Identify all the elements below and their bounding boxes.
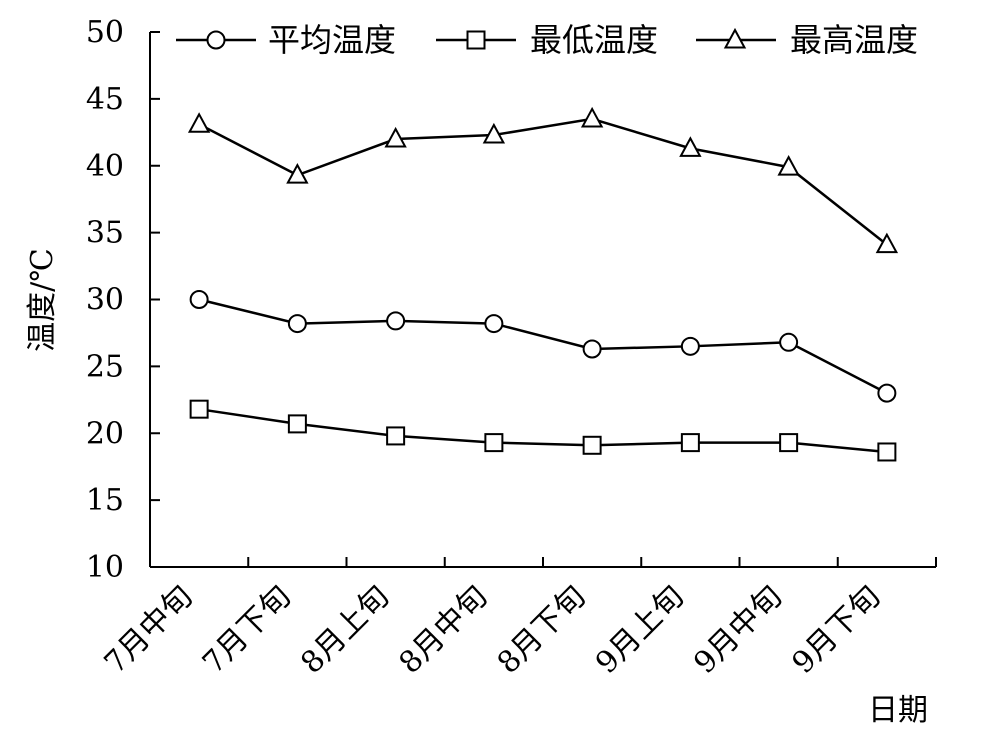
legend-item: 最低温度	[436, 21, 658, 59]
data-point	[679, 136, 702, 157]
series-group	[187, 106, 899, 462]
data-point	[877, 442, 897, 462]
x-category-label: 9月下旬	[786, 579, 888, 681]
legend-marker	[206, 30, 226, 50]
series-line	[198, 407, 887, 454]
y-tick-label: 15	[86, 483, 124, 518]
y-tick-label: 20	[86, 416, 124, 451]
data-point	[779, 433, 799, 453]
data-point	[580, 106, 604, 128]
data-point	[582, 339, 602, 359]
data-point	[189, 290, 209, 309]
data-point	[484, 433, 504, 453]
legend: 平均温度 最低温度 最高温度	[176, 21, 918, 59]
data-point	[484, 314, 504, 334]
x-category-label: 7月中旬	[98, 579, 200, 681]
x-category-label: 9月上旬	[589, 579, 691, 681]
data-point	[187, 112, 211, 133]
data-point	[877, 383, 897, 403]
data-point	[384, 126, 407, 148]
series-line	[198, 298, 888, 395]
series-circle	[189, 290, 897, 403]
y-tick-label: 50	[86, 15, 124, 50]
y-tick-label: 35	[86, 216, 124, 251]
data-point	[386, 311, 406, 331]
legend-label: 平均温度	[268, 21, 396, 59]
data-point	[777, 154, 800, 176]
data-point	[582, 435, 602, 455]
x-category-label: 8月中旬	[393, 579, 495, 681]
data-point	[286, 163, 309, 184]
y-tick-label: 45	[86, 82, 124, 117]
data-point	[680, 433, 700, 453]
axes	[149, 31, 937, 568]
y-axis-title: 温度/℃	[25, 248, 60, 352]
x-category-label: 8月上旬	[294, 579, 396, 681]
data-point	[680, 336, 700, 356]
x-axis-title: 日期	[868, 693, 928, 728]
legend-label: 最高温度	[790, 21, 918, 59]
data-point	[287, 414, 307, 434]
x-category-label: 9月中旬	[687, 579, 789, 681]
data-point	[287, 314, 307, 334]
legend-marker	[723, 27, 747, 49]
x-category-label: 8月下旬	[491, 579, 593, 681]
data-point	[189, 399, 209, 419]
y-tick-label: 10	[86, 550, 124, 585]
data-point	[875, 232, 899, 254]
y-tick-label: 40	[86, 149, 124, 184]
legend-label: 最低温度	[530, 21, 658, 59]
series-triangle	[187, 106, 899, 254]
y-tick-label: 25	[86, 349, 124, 384]
data-point	[482, 122, 506, 144]
legend-item: 最高温度	[696, 21, 918, 59]
data-point	[386, 426, 406, 446]
series-square	[189, 399, 897, 462]
y-tick-labels: 10 15 20 25 30 35 40 45 50	[86, 15, 124, 585]
data-point	[779, 332, 799, 352]
y-tick-label: 30	[86, 283, 124, 318]
legend-item: 平均温度	[176, 21, 396, 59]
legend-marker	[466, 30, 486, 50]
x-category-label: 7月下旬	[196, 579, 298, 681]
series-line	[198, 117, 888, 246]
